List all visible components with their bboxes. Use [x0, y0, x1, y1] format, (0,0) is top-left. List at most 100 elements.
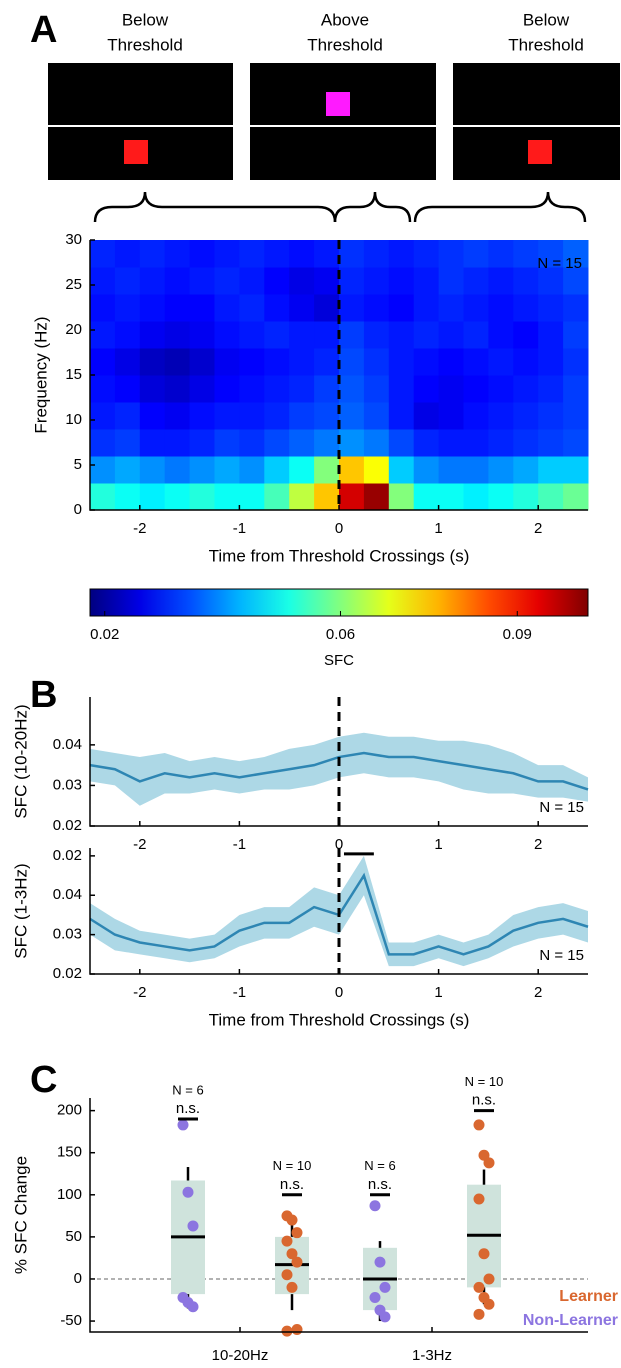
colorbar	[89, 588, 589, 617]
heat-cell	[538, 402, 564, 430]
heat-cell	[264, 321, 290, 349]
heat-cell	[363, 375, 390, 403]
heat-cell	[139, 240, 166, 268]
heat-cell	[214, 402, 240, 430]
heat-cell	[239, 429, 265, 457]
heat-cell	[513, 348, 539, 376]
heat-cell	[463, 429, 489, 457]
y-tick-label: 25	[65, 276, 82, 293]
heat-cell	[114, 348, 141, 376]
x-axis-label: Time from Threshold Crossings (s)	[209, 1010, 470, 1029]
heat-cell	[314, 483, 340, 511]
heat-cell	[139, 267, 166, 295]
data-point	[281, 1235, 293, 1247]
heat-cell	[164, 348, 191, 376]
n-label: N = 10	[465, 1074, 504, 1089]
heat-cell	[164, 483, 191, 511]
heat-cell	[264, 483, 290, 511]
data-point	[374, 1256, 386, 1268]
heat-cell	[264, 348, 290, 376]
y-tick-label: 5	[74, 456, 82, 473]
y-tick-label: 0.02	[53, 817, 82, 834]
annotation: N = 15	[539, 799, 584, 816]
heat-cell	[488, 348, 514, 376]
screen-label: Below	[122, 10, 169, 29]
heat-cell	[164, 456, 191, 484]
heat-cell	[538, 348, 564, 376]
heat-cell	[90, 348, 116, 376]
colorbar-tick-label: 0.09	[503, 626, 532, 643]
heat-cell	[538, 456, 564, 484]
heat-cell	[413, 240, 440, 268]
heat-cell	[189, 375, 215, 403]
heat-cell	[339, 348, 365, 376]
data-point	[483, 1273, 495, 1285]
brace	[93, 191, 337, 223]
heat-cell	[289, 348, 315, 376]
heat-cell	[264, 456, 290, 484]
heat-cell	[214, 375, 240, 403]
heat-cell	[90, 321, 116, 349]
cursor	[326, 92, 350, 116]
heat-cell	[214, 456, 240, 484]
y-tick-label: 50	[65, 1228, 82, 1245]
heat-cell	[214, 294, 240, 322]
heat-cell	[463, 456, 489, 484]
heat-cell	[339, 483, 365, 511]
panel-label: B	[30, 674, 57, 716]
heat-cell	[513, 240, 539, 268]
axis-line	[89, 1098, 588, 1333]
heat-cell	[563, 348, 589, 376]
data-point	[281, 1325, 293, 1337]
heat-cell	[413, 267, 440, 295]
heat-cell	[264, 429, 290, 457]
heat-cell	[139, 375, 166, 403]
colorbar-tick-label: 0.06	[326, 626, 355, 643]
heat-cell	[90, 456, 116, 484]
heat-cell	[339, 240, 365, 268]
heat-cell	[314, 321, 340, 349]
heat-cell	[488, 240, 514, 268]
heat-cell	[463, 483, 489, 511]
heat-cell	[214, 483, 240, 511]
data-point	[473, 1308, 485, 1320]
y-axis-label: % SFC Change	[11, 1156, 30, 1274]
heat-cell	[363, 348, 390, 376]
heat-cell	[563, 483, 589, 511]
data-point	[291, 1227, 303, 1239]
significance-label: n.s.	[472, 1092, 496, 1109]
heat-cell	[289, 456, 315, 484]
x-tick-label: 1-3Hz	[412, 1347, 452, 1364]
heat-cell	[388, 483, 415, 511]
heat-cell	[438, 348, 464, 376]
heat-cell	[114, 456, 141, 484]
heat-cell	[289, 240, 315, 268]
heat-cell	[388, 456, 415, 484]
heat-cell	[314, 348, 340, 376]
heat-cell	[314, 240, 340, 268]
panel-label: A	[30, 9, 57, 51]
heat-cell	[413, 429, 440, 457]
y-axis-label: SFC (1-3Hz)	[11, 863, 30, 958]
heat-cell	[139, 294, 166, 322]
heat-cell	[538, 294, 564, 322]
heat-cell	[114, 294, 141, 322]
heat-cell	[189, 267, 215, 295]
heat-cell	[388, 402, 415, 430]
y-tick-label: 100	[57, 1186, 82, 1203]
heat-cell	[563, 240, 589, 268]
heat-cell	[189, 456, 215, 484]
heat-cell	[413, 483, 440, 511]
heat-cell	[488, 321, 514, 349]
error-band	[90, 732, 588, 806]
heat-cell	[513, 402, 539, 430]
data-point	[473, 1119, 485, 1131]
heat-cell	[189, 348, 215, 376]
significance-label: n.s.	[176, 1100, 200, 1117]
heat-cell	[139, 429, 166, 457]
y-tick-label: 0.04	[53, 736, 82, 753]
axis-line	[89, 697, 588, 827]
heat-cell	[513, 321, 539, 349]
heat-cell	[214, 240, 240, 268]
